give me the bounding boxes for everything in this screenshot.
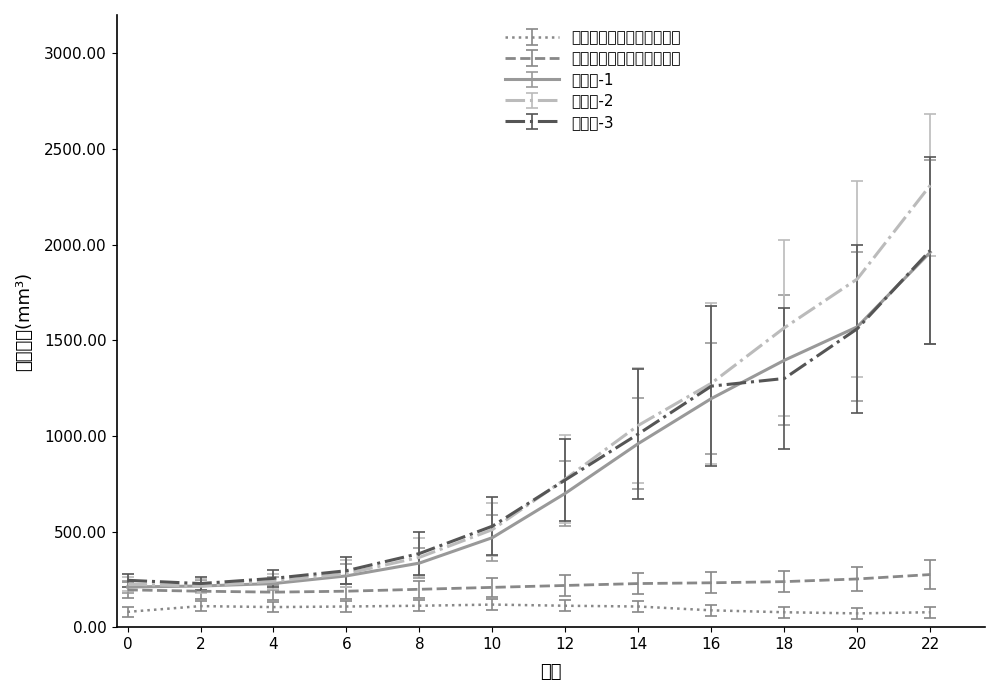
Legend: 光动力治疗组（高浓度组）, 光动力治疗组（低浓度组）, 对照组-1, 对照组-2, 对照组-3: 光动力治疗组（高浓度组）, 光动力治疗组（低浓度组）, 对照组-1, 对照组-2… bbox=[498, 23, 688, 137]
Y-axis label: 肿瘤体积(mm³): 肿瘤体积(mm³) bbox=[15, 271, 33, 371]
X-axis label: 天数: 天数 bbox=[540, 663, 562, 681]
